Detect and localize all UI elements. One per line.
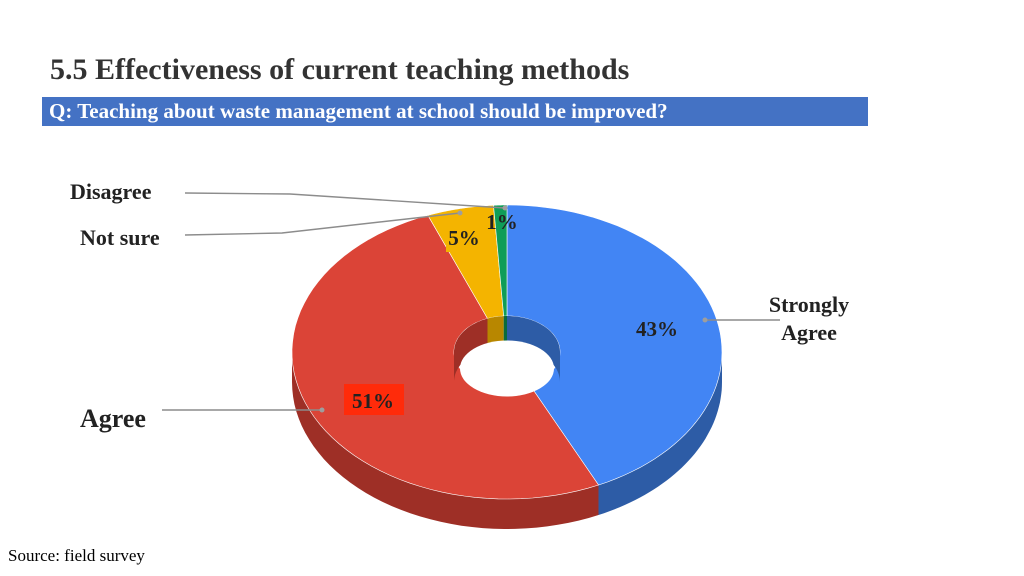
leader-line-not-sure [184,212,461,236]
leader-line-disagree [184,192,506,209]
question-banner: Q: Teaching about waste management at sc… [42,97,868,126]
source-note: Source: field survey [8,546,145,565]
value-label-not-sure: 5% [448,226,480,250]
hole-wall-disagree-1 [503,316,507,347]
value-label-disagree: 1% [486,210,518,234]
hole-wall-agree-1 [454,318,488,382]
value-label-strongly-agree: 43% [636,317,678,341]
slice-side-agree [292,352,599,529]
category-label-not-sure: Not sure [80,225,160,250]
leader-dot-agree [319,407,325,413]
leader-dot-not-sure [457,210,463,216]
category-label-disagree: Disagree [70,179,152,204]
category-label-agree: Agree [80,404,146,433]
leader-dot-strongly-agree [702,317,708,323]
value-label-agree: 51% [352,389,394,413]
hole-wall-not-sure-1 [487,316,504,349]
value-label-bg-agree [344,384,404,415]
donut-hole [460,340,554,397]
value-label-bg-not-sure [446,224,484,252]
category-label-strongly-agree: Strongly Agree [769,292,849,345]
leader-dot-disagree [502,205,508,211]
slice-side-strongly-agree [598,352,722,515]
page-title: 5.5 Effectiveness of current teaching me… [50,53,630,86]
